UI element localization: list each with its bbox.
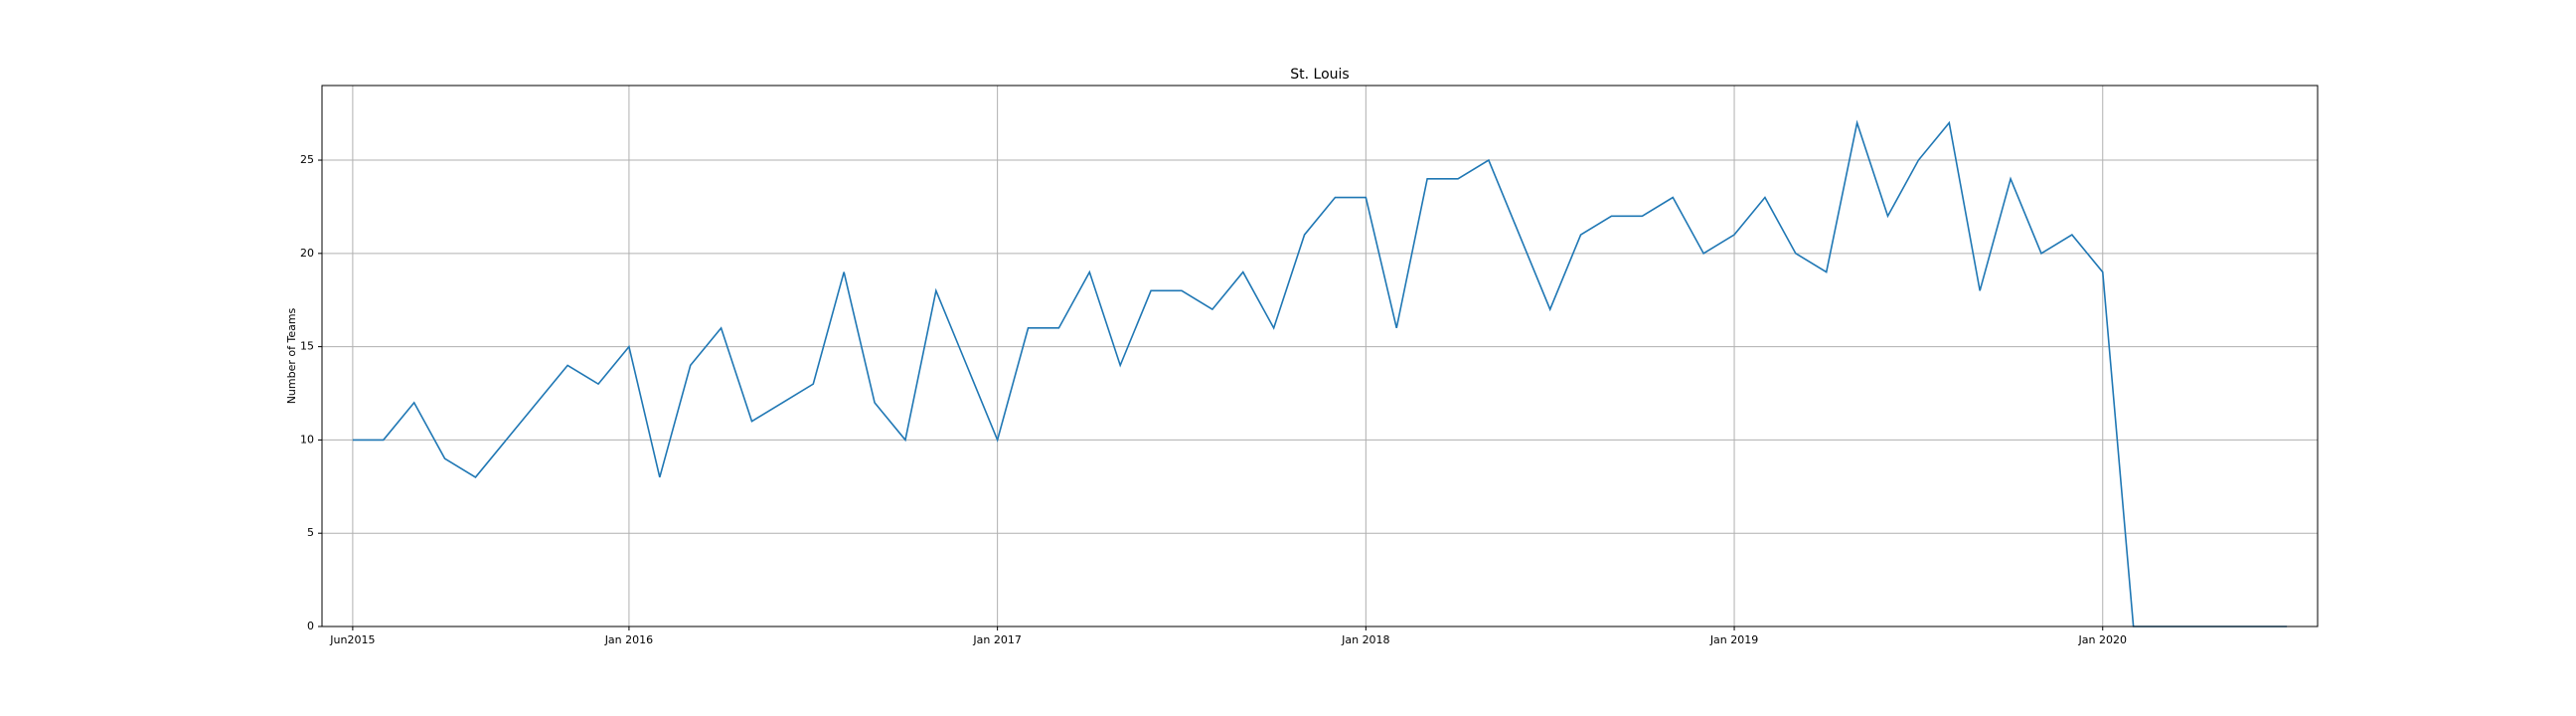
y-tick-label: 20 bbox=[300, 247, 314, 260]
y-tick-label: 15 bbox=[300, 340, 314, 353]
y-tick-label: 5 bbox=[307, 526, 314, 539]
chart-title: St. Louis bbox=[1290, 67, 1349, 83]
x-tick-label: Jan 2017 bbox=[972, 633, 1021, 646]
y-tick-label: 0 bbox=[307, 620, 314, 632]
x-tick-label: Jun2015 bbox=[329, 633, 375, 646]
y-axis-label: Number of Teams bbox=[285, 307, 298, 404]
x-tick-label: Jan 2018 bbox=[1341, 633, 1389, 646]
data-line bbox=[352, 119, 2288, 627]
y-tick-label: 25 bbox=[300, 153, 314, 166]
x-tick-label: Jan 2020 bbox=[2078, 633, 2127, 646]
y-tick-label: 10 bbox=[300, 433, 314, 446]
x-tick-label: Jan 2016 bbox=[604, 633, 653, 646]
plot-frame bbox=[321, 85, 2319, 627]
x-tick-label: Jan 2019 bbox=[1709, 633, 1758, 646]
